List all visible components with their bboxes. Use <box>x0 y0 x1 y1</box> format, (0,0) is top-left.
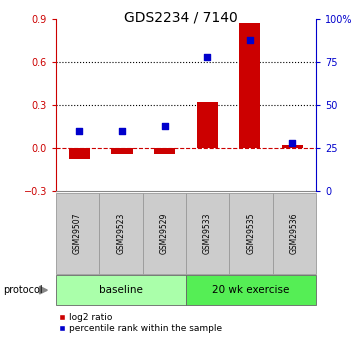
Text: GSM29507: GSM29507 <box>73 213 82 255</box>
Bar <box>111 148 132 154</box>
Point <box>247 37 253 42</box>
Point <box>204 54 210 60</box>
Bar <box>197 102 218 148</box>
Bar <box>282 146 303 148</box>
Text: GSM29529: GSM29529 <box>160 213 169 254</box>
Legend: log2 ratio, percentile rank within the sample: log2 ratio, percentile rank within the s… <box>55 309 226 337</box>
Text: GSM29536: GSM29536 <box>290 213 299 255</box>
Point <box>119 128 125 134</box>
Text: GDS2234 / 7140: GDS2234 / 7140 <box>123 10 238 24</box>
Bar <box>239 23 261 148</box>
Bar <box>154 148 175 154</box>
Point <box>162 123 168 129</box>
Bar <box>69 148 90 159</box>
Text: GSM29523: GSM29523 <box>117 213 125 254</box>
Text: GSM29533: GSM29533 <box>203 213 212 255</box>
Point <box>290 140 295 146</box>
Text: 20 wk exercise: 20 wk exercise <box>212 285 290 295</box>
Text: protocol: protocol <box>4 285 43 295</box>
Text: baseline: baseline <box>99 285 143 295</box>
Point <box>77 128 82 134</box>
Text: GSM29535: GSM29535 <box>247 213 255 255</box>
